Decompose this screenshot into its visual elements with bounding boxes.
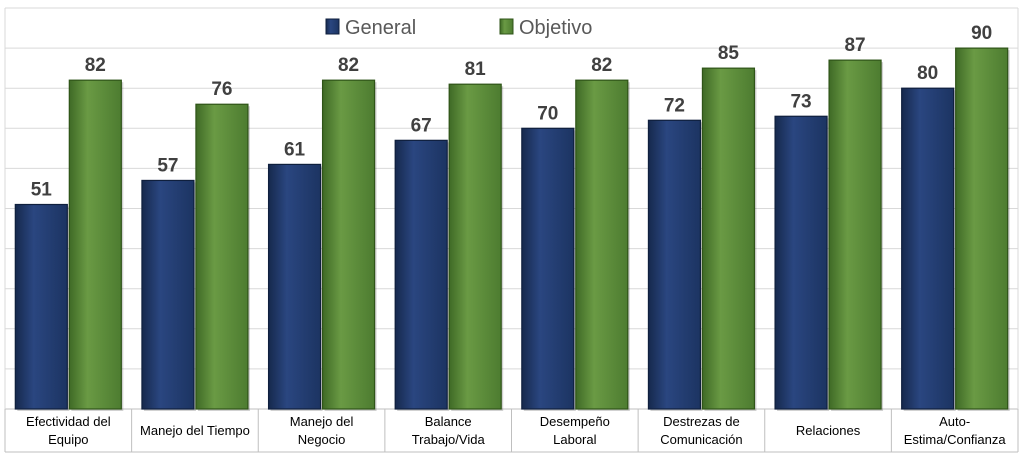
category-label: Balance Trabajo/Vida — [412, 414, 486, 447]
data-label-objetivo: 90 — [971, 23, 992, 44]
legend-label-general: General — [345, 17, 416, 39]
data-label-general: 80 — [917, 63, 938, 84]
data-label-general: 51 — [31, 179, 53, 200]
bar-general — [647, 119, 702, 410]
data-label-objetivo: 85 — [718, 43, 740, 64]
bar-objetivo — [955, 47, 1009, 410]
bar-objetivo — [68, 79, 122, 410]
data-labels: 51 82 57 76 61 82 67 81 70 82 72 85 73 87 80 90 — [31, 23, 993, 200]
category-label: Efectividad del Equipo — [26, 414, 111, 447]
bar-objetivo — [321, 79, 376, 410]
data-label-general: 61 — [284, 139, 306, 160]
data-label-general: 67 — [411, 115, 432, 136]
data-label-objetivo: 87 — [844, 35, 865, 56]
category-label: Desempeño Laboral — [540, 414, 610, 447]
bar-general — [141, 179, 195, 410]
bars — [14, 47, 1010, 412]
bar-general — [267, 163, 322, 410]
bar-objetivo — [195, 103, 249, 410]
category-label: Manejo del Negocio — [290, 414, 354, 447]
bar-objetivo — [575, 79, 629, 410]
data-label-objetivo: 82 — [591, 55, 612, 76]
data-label-general: 72 — [664, 95, 685, 116]
bar-general — [774, 115, 828, 410]
data-label-general: 73 — [790, 91, 811, 112]
bar-objetivo — [828, 59, 882, 410]
data-label-objetivo: 82 — [85, 55, 106, 76]
legend-swatch-general — [325, 18, 340, 35]
bar-general — [14, 203, 68, 410]
legend-label-objetivo: Objetivo — [519, 17, 592, 39]
data-label-general: 70 — [537, 103, 558, 124]
category-label: Destrezas de Comunicación — [660, 414, 742, 447]
bar-objetivo — [701, 67, 756, 410]
bar-general — [394, 139, 448, 410]
data-label-general: 57 — [157, 155, 178, 176]
category-label: Relaciones — [796, 423, 861, 438]
legend: General Objetivo — [325, 17, 592, 39]
category-label: Manejo del Tiempo — [140, 423, 250, 438]
data-label-objetivo: 76 — [211, 79, 232, 100]
data-label-objetivo: 82 — [338, 55, 359, 76]
category-axis: Efectividad del Equipo Manejo del Tiempo Ma… — [26, 414, 1006, 447]
category-label: Auto-Estima/Confianza — [904, 414, 1007, 447]
legend-swatch-objetivo — [499, 18, 514, 35]
bar-general — [901, 87, 955, 410]
data-label-objetivo: 81 — [465, 59, 487, 80]
bar-objetivo — [448, 83, 502, 410]
bar-general — [521, 127, 575, 410]
